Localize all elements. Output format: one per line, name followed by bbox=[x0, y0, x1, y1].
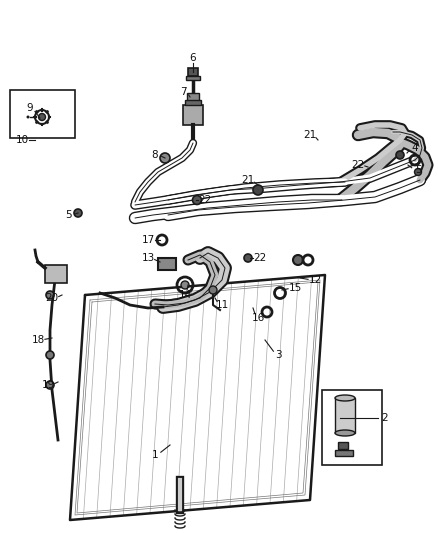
Text: 20: 20 bbox=[46, 293, 59, 303]
Bar bbox=[335, 450, 353, 456]
Text: 17: 17 bbox=[141, 235, 155, 245]
Bar bbox=[158, 258, 176, 270]
Text: 22: 22 bbox=[198, 195, 212, 205]
Text: 13: 13 bbox=[141, 253, 155, 263]
Text: 7: 7 bbox=[180, 87, 186, 97]
Text: 16: 16 bbox=[251, 313, 265, 323]
Bar bbox=[10, 90, 75, 138]
Text: 15: 15 bbox=[288, 283, 302, 293]
Text: 21: 21 bbox=[304, 130, 317, 140]
Text: 6: 6 bbox=[190, 53, 196, 63]
Ellipse shape bbox=[335, 430, 355, 436]
Circle shape bbox=[39, 114, 46, 120]
Circle shape bbox=[192, 196, 201, 205]
Bar bbox=[338, 442, 348, 449]
Text: 11: 11 bbox=[215, 300, 229, 310]
Text: 22: 22 bbox=[253, 253, 267, 263]
Text: 4: 4 bbox=[412, 143, 418, 153]
Text: 19: 19 bbox=[41, 380, 55, 390]
Circle shape bbox=[244, 254, 252, 262]
Circle shape bbox=[160, 153, 170, 163]
Circle shape bbox=[46, 381, 54, 389]
Circle shape bbox=[74, 209, 82, 217]
Bar bbox=[188, 68, 198, 76]
Bar bbox=[187, 93, 199, 101]
Text: 18: 18 bbox=[32, 335, 45, 345]
Text: 10: 10 bbox=[15, 135, 28, 145]
Text: 1: 1 bbox=[152, 450, 158, 460]
Circle shape bbox=[293, 255, 303, 265]
Text: 5: 5 bbox=[415, 165, 421, 175]
Bar bbox=[186, 76, 200, 80]
Circle shape bbox=[46, 351, 54, 359]
Text: 3: 3 bbox=[275, 350, 281, 360]
Bar bbox=[185, 100, 201, 105]
Circle shape bbox=[209, 286, 217, 294]
Bar bbox=[45, 265, 67, 283]
Circle shape bbox=[46, 291, 54, 299]
Bar bbox=[322, 390, 382, 465]
Text: 5: 5 bbox=[65, 210, 71, 220]
Text: 9: 9 bbox=[27, 103, 33, 113]
Text: 2: 2 bbox=[381, 413, 389, 423]
Text: 12: 12 bbox=[308, 275, 321, 285]
Text: 21: 21 bbox=[241, 175, 254, 185]
Circle shape bbox=[253, 185, 263, 195]
Circle shape bbox=[181, 281, 189, 289]
Text: 14: 14 bbox=[178, 290, 192, 300]
Polygon shape bbox=[70, 275, 325, 520]
Bar bbox=[183, 105, 203, 125]
Ellipse shape bbox=[335, 395, 355, 401]
Text: 8: 8 bbox=[152, 150, 158, 160]
Circle shape bbox=[396, 151, 404, 159]
Bar bbox=[335, 398, 355, 433]
Circle shape bbox=[27, 116, 29, 118]
Text: 22: 22 bbox=[351, 160, 364, 170]
Circle shape bbox=[414, 168, 421, 175]
